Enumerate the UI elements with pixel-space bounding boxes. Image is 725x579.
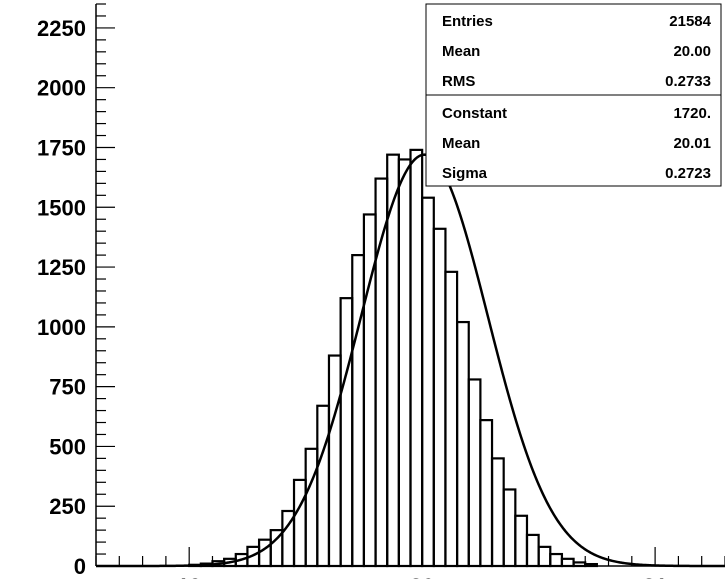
histogram-bin [409,148,424,568]
gaussian-fit-curve [96,153,725,568]
histogram-bin [467,378,482,568]
y-tick-label: 250 [49,494,86,519]
y-tick-label: 2000 [37,76,86,101]
histogram-bin [525,533,540,568]
histogram-bin [537,545,552,568]
histogram-bin [292,478,307,568]
stats-entries-value: 21584 [669,13,711,30]
histogram-bin [421,196,435,568]
x-tick-label: 21 [643,574,667,579]
stats-rms-value: 0.2733 [665,73,711,90]
histogram-bin [444,270,459,568]
histogram-bin [479,419,494,568]
y-tick-label: 500 [49,434,86,459]
histogram-bin [549,552,564,568]
y-tick-label: 1500 [37,195,86,220]
histogram-bin [432,227,447,568]
y-tick-label: 0 [74,554,86,579]
histogram-bin [339,297,354,568]
histogram-bin [316,404,331,568]
y-tick-label: 2250 [37,16,86,41]
histogram-bin [572,561,587,568]
histogram-bins [188,148,598,568]
histogram-bin [514,514,529,568]
y-tick-label: 750 [49,375,86,400]
x-tick-label: 19 [177,574,201,579]
y-axis-tick-labels: 0 250 500 750 1000 1250 1500 1750 2000 2250 [37,16,86,579]
stats-sigma-value: 0.2723 [665,165,711,182]
histogram-bin [560,557,575,568]
y-tick-label: 1250 [37,255,86,280]
x-tick-label: 20 [410,574,434,579]
stats-box: Entries 21584 Mean 20.00 RMS 0.2733 Cons… [425,3,722,187]
stats-mean-value: 20.00 [673,43,711,60]
y-tick-label: 1750 [37,135,86,160]
y-axis-ticks [96,3,115,567]
stats-sigma-label: Sigma [442,165,488,182]
x-axis-tick-labels: 19 20 21 [177,574,667,579]
histogram-bin [351,254,366,568]
histogram-bin [502,488,517,568]
stats-entries-label: Entries [442,13,493,30]
stats-rms-label: RMS [442,73,475,90]
y-tick-label: 1000 [37,315,86,340]
stats-mean-label: Mean [442,43,480,60]
stats-constant-value: 1720. [673,105,711,122]
histogram-bin [257,538,272,568]
stats-fit-mean-label: Mean [442,135,480,152]
histogram-bin [327,354,342,568]
stats-fit-mean-value: 20.01 [673,135,711,152]
stats-constant-label: Constant [442,105,507,122]
histogram-bin [304,447,319,568]
histogram-bin [490,457,505,568]
histogram-bin [397,158,412,568]
histogram-bin [584,562,598,568]
histogram-bin [455,320,470,568]
